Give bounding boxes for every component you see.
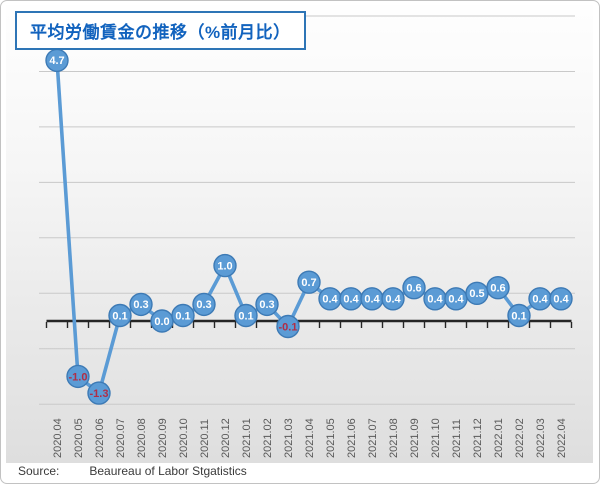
data-label: -1.0	[69, 371, 88, 383]
data-label: 0.3	[133, 299, 148, 311]
x-axis-label: 2022.02	[514, 418, 526, 458]
x-axis-label: 2021.10	[430, 418, 442, 458]
data-point	[171, 303, 195, 328]
data-label: 0.6	[490, 283, 505, 295]
data-point	[549, 287, 573, 311]
data-label: 0.1	[112, 310, 127, 322]
x-axis-label: 2021.12	[472, 418, 484, 458]
data-label: 0.1	[511, 310, 526, 322]
data-label: 0.0	[154, 316, 169, 328]
x-axis-label: 2020.09	[157, 418, 169, 458]
data-label: -1.3	[90, 388, 109, 400]
data-point	[276, 314, 300, 339]
data-label: -0.1	[279, 321, 298, 333]
data-point	[255, 292, 279, 317]
x-axis-label: 2020.06	[94, 418, 106, 458]
source-text: Beaureau of Labor Stgatistics	[89, 464, 247, 478]
x-axis-label: 2020.08	[136, 418, 148, 458]
data-point	[66, 364, 90, 389]
source-label: Source:	[18, 464, 60, 478]
data-point	[108, 303, 132, 328]
x-axis-label: 2021.01	[241, 418, 253, 458]
data-label: 0.3	[196, 299, 211, 311]
trend-line	[55, 58, 563, 395]
data-label: 0.4	[343, 294, 359, 306]
x-axis-label: 2020.10	[178, 418, 190, 458]
data-point	[234, 303, 258, 328]
data-label: 0.4	[364, 294, 380, 306]
x-axis-label: 2021.02	[262, 418, 274, 458]
data-label: 0.4	[448, 294, 464, 306]
data-label: 0.4	[322, 294, 338, 306]
data-label: 0.1	[175, 310, 190, 322]
x-axis-label: 2021.03	[283, 418, 295, 458]
data-point	[129, 292, 153, 317]
data-point	[486, 276, 510, 300]
data-label: 0.1	[238, 310, 253, 322]
data-label: 0.6	[406, 283, 421, 295]
x-axis-label: 2021.08	[388, 418, 400, 458]
data-label: 0.3	[259, 299, 274, 311]
source-row: Source: Beaureau of Labor Stgatistics	[18, 464, 247, 478]
x-axis-label: 2022.04	[556, 418, 568, 458]
x-axis-label: 2020.04	[52, 418, 64, 458]
x-axis-label: 2021.11	[451, 419, 463, 458]
data-label: 0.7	[301, 277, 316, 289]
x-axis-label: 2022.03	[535, 418, 547, 458]
data-label: 0.4	[532, 294, 548, 306]
x-axis-label: 2020.07	[115, 418, 127, 458]
data-label: 0.4	[385, 294, 401, 306]
data-label: 4.7	[49, 55, 64, 67]
x-axis-label: 2020.11	[199, 419, 211, 458]
x-axis-label: 2020.05	[73, 418, 85, 458]
x-axis-label: 2021.05	[325, 418, 337, 458]
data-point	[213, 253, 237, 278]
data-point	[381, 287, 405, 311]
x-axis-label: 2022.01	[493, 418, 505, 458]
data-point	[507, 303, 531, 328]
data-label: 0.4	[427, 294, 443, 306]
data-point	[402, 276, 426, 300]
x-axis-label: 2021.06	[346, 418, 358, 458]
chart-title: 平均労働賃金の推移（%前月比）	[30, 23, 291, 42]
x-axis-label: 2021.09	[409, 418, 421, 458]
data-point	[192, 292, 216, 317]
data-label: 0.4	[553, 294, 569, 306]
x-axis-label: 2021.07	[367, 418, 379, 458]
data-point	[87, 381, 111, 405]
data-point	[297, 270, 321, 294]
x-axis-label: 2020.12	[220, 418, 232, 458]
data-label: 0.5	[469, 288, 484, 300]
x-axis-label: 2021.04	[304, 418, 316, 458]
data-label: 1.0	[217, 260, 232, 272]
chart-title-box: 平均労働賃金の推移（%前月比）	[15, 11, 306, 50]
